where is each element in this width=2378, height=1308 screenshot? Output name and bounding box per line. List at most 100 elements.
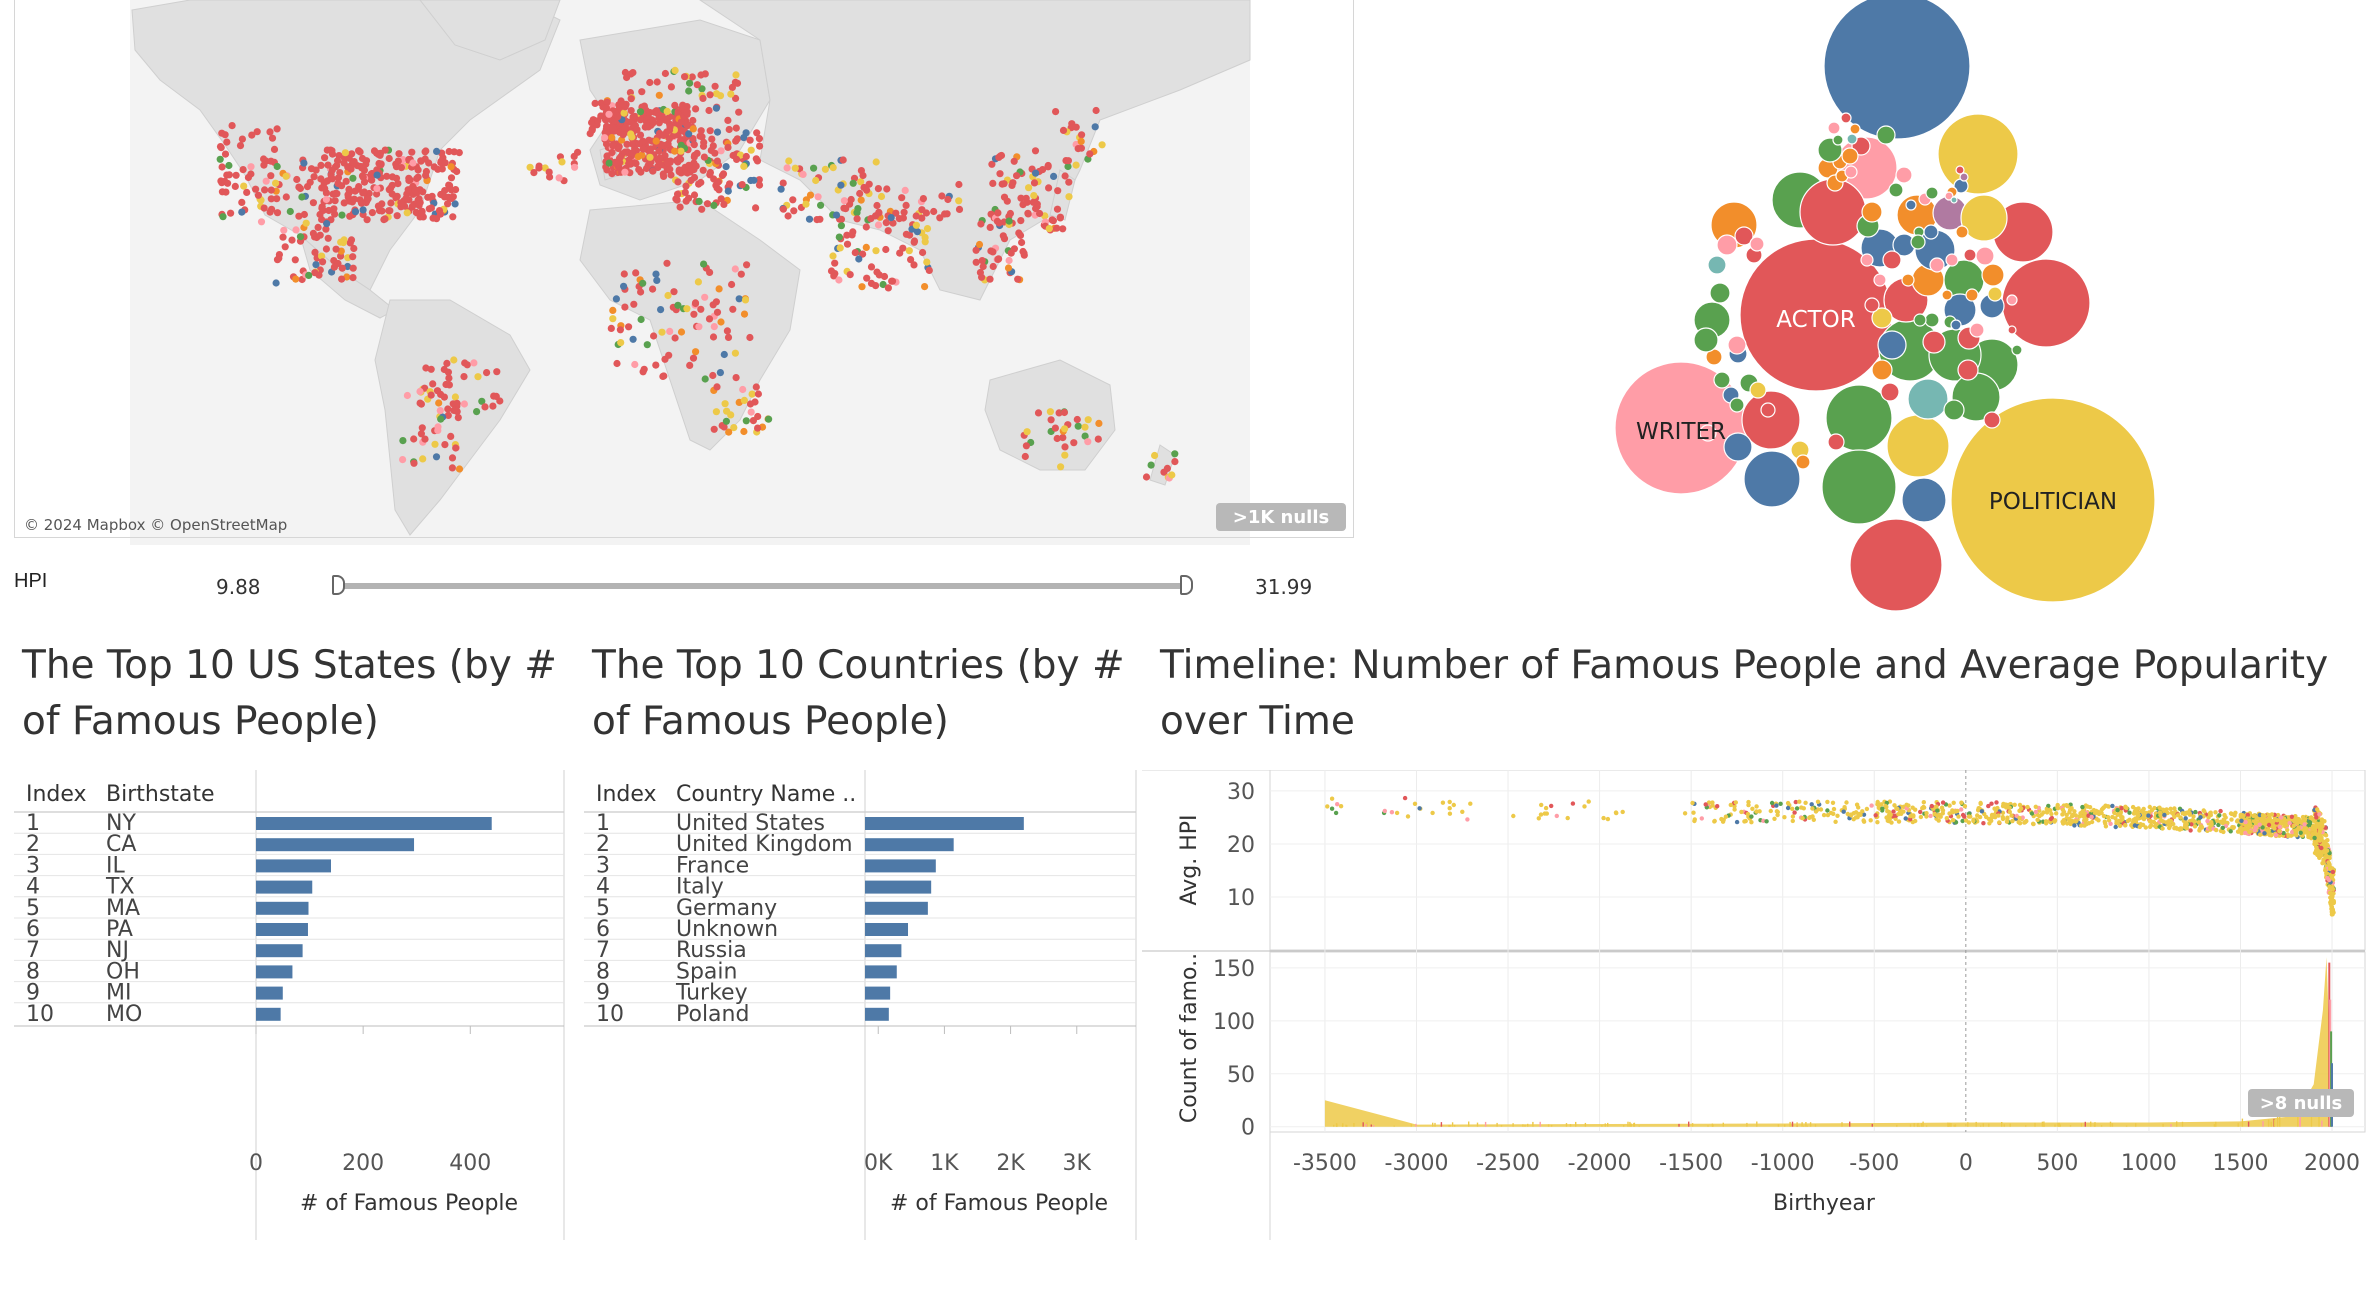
countries-bar[interactable] [865, 986, 891, 1000]
birthplace-dot[interactable] [292, 275, 300, 283]
timeline-point[interactable] [2287, 820, 2292, 826]
birthplace-dot[interactable] [989, 179, 997, 187]
birthplace-dot[interactable] [616, 326, 625, 334]
birthplace-dot[interactable] [846, 271, 854, 279]
occupation-bubble[interactable] [2007, 325, 2017, 335]
birthplace-dot[interactable] [712, 90, 721, 98]
birthplace-dot[interactable] [1072, 123, 1080, 131]
birthplace-dot[interactable] [664, 291, 672, 300]
birthplace-dot[interactable] [1031, 147, 1040, 155]
birthplace-dot[interactable] [630, 300, 638, 308]
birthplace-dot[interactable] [433, 387, 442, 395]
birthplace-dot[interactable] [727, 90, 735, 98]
birthplace-dot[interactable] [594, 117, 602, 125]
birthplace-dot[interactable] [328, 150, 337, 158]
birthplace-dot[interactable] [385, 154, 393, 163]
birthplace-dot[interactable] [368, 176, 376, 184]
birthplace-dot[interactable] [444, 411, 452, 419]
states-bar[interactable] [256, 880, 313, 894]
birthplace-dot[interactable] [489, 402, 497, 410]
timeline-point[interactable] [1891, 809, 1896, 814]
birthplace-dot[interactable] [460, 373, 468, 381]
timeline-point[interactable] [2275, 818, 2280, 823]
birthplace-dot[interactable] [417, 157, 425, 165]
birthplace-dot[interactable] [1047, 416, 1055, 424]
timeline-point[interactable] [1389, 810, 1395, 815]
birthplace-dot[interactable] [674, 178, 682, 186]
timeline-point[interactable] [2000, 810, 2006, 815]
birthplace-dot[interactable] [647, 145, 655, 153]
birthplace-dot[interactable] [839, 156, 847, 164]
timeline-point[interactable] [2331, 898, 2336, 904]
states-bar[interactable] [256, 859, 331, 873]
timeline-point[interactable] [1896, 819, 1902, 824]
occupation-bubble[interactable] [1709, 282, 1731, 304]
birthplace-dot[interactable] [619, 100, 627, 108]
birthplace-dot[interactable] [418, 209, 426, 218]
birthplace-dot[interactable] [627, 107, 635, 115]
birthplace-dot[interactable] [454, 414, 462, 422]
timeline-point[interactable] [1554, 813, 1559, 819]
birthplace-dot[interactable] [863, 186, 871, 194]
timeline-point[interactable] [1994, 800, 1999, 805]
birthplace-dot[interactable] [445, 147, 453, 156]
birthplace-dot[interactable] [739, 385, 747, 394]
birthplace-dot[interactable] [1053, 205, 1062, 213]
birthplace-dot[interactable] [652, 137, 660, 145]
birthplace-dot[interactable] [346, 239, 354, 247]
birthplace-dot[interactable] [317, 161, 325, 169]
birthplace-dot[interactable] [652, 270, 660, 278]
birthplace-dot[interactable] [670, 288, 678, 296]
birthplace-dot[interactable] [282, 193, 290, 201]
birthplace-dot[interactable] [1171, 450, 1179, 458]
countries-bar-chart[interactable]: Index Country Name .. 1 United States 2 Uni… [570, 770, 1140, 1240]
occupation-bubble[interactable] [1950, 397, 2156, 603]
birthplace-dot[interactable] [530, 169, 538, 177]
birthplace-dot[interactable] [649, 285, 657, 293]
birthplace-dot[interactable] [586, 130, 594, 138]
birthplace-dot[interactable] [1065, 193, 1073, 201]
timeline-point[interactable] [1382, 808, 1387, 814]
timeline-point[interactable] [2262, 831, 2267, 836]
birthplace-dot[interactable] [674, 301, 682, 309]
timeline-point[interactable] [1996, 813, 2001, 818]
birthplace-dot[interactable] [1061, 451, 1069, 459]
timeline-point[interactable] [2251, 813, 2256, 819]
birthplace-dot[interactable] [740, 134, 748, 142]
occupation-bubble[interactable] [1987, 286, 2003, 302]
birthplace-dot[interactable] [443, 359, 451, 367]
timeline-point[interactable] [1774, 803, 1779, 808]
timeline-point[interactable] [1864, 806, 1870, 812]
occupation-bubble[interactable] [1925, 186, 1939, 200]
timeline-point[interactable] [1706, 800, 1712, 805]
birthplace-dot[interactable] [955, 197, 963, 205]
timeline-point[interactable] [1539, 802, 1544, 808]
birthplace-dot[interactable] [225, 161, 233, 170]
birthplace-dot[interactable] [286, 207, 294, 216]
map-canvas[interactable]: © 2024 Mapbox © OpenStreetMap >1K nulls [0, 0, 1372, 547]
birthplace-dot[interactable] [309, 229, 317, 237]
birthplace-dot[interactable] [394, 157, 402, 165]
birthplace-dot[interactable] [692, 105, 700, 113]
birthplace-dot[interactable] [843, 240, 852, 248]
birthplace-dot[interactable] [746, 400, 755, 408]
timeline-point[interactable] [1894, 806, 1899, 811]
birthplace-dot[interactable] [267, 157, 275, 165]
occupation-bubble[interactable] [1729, 397, 1745, 413]
birthplace-dot[interactable] [266, 128, 274, 136]
timeline-point[interactable] [2324, 848, 2330, 853]
hpi-slider-track[interactable] [340, 583, 1188, 589]
timeline-point[interactable] [2158, 812, 2163, 818]
birthplace-dot[interactable] [405, 176, 413, 185]
birthplace-dot[interactable] [373, 185, 381, 193]
timeline-point[interactable] [2205, 818, 2210, 824]
birthplace-dot[interactable] [666, 327, 674, 335]
birthplace-dot[interactable] [621, 168, 629, 176]
birthplace-dot[interactable] [660, 372, 668, 380]
birthplace-dot[interactable] [673, 196, 681, 204]
birthplace-dot[interactable] [588, 119, 596, 127]
timeline-point[interactable] [2069, 806, 2074, 811]
birthplace-dot[interactable] [925, 266, 933, 274]
birthplace-dot[interactable] [667, 83, 676, 91]
birthplace-dot[interactable] [840, 197, 849, 205]
